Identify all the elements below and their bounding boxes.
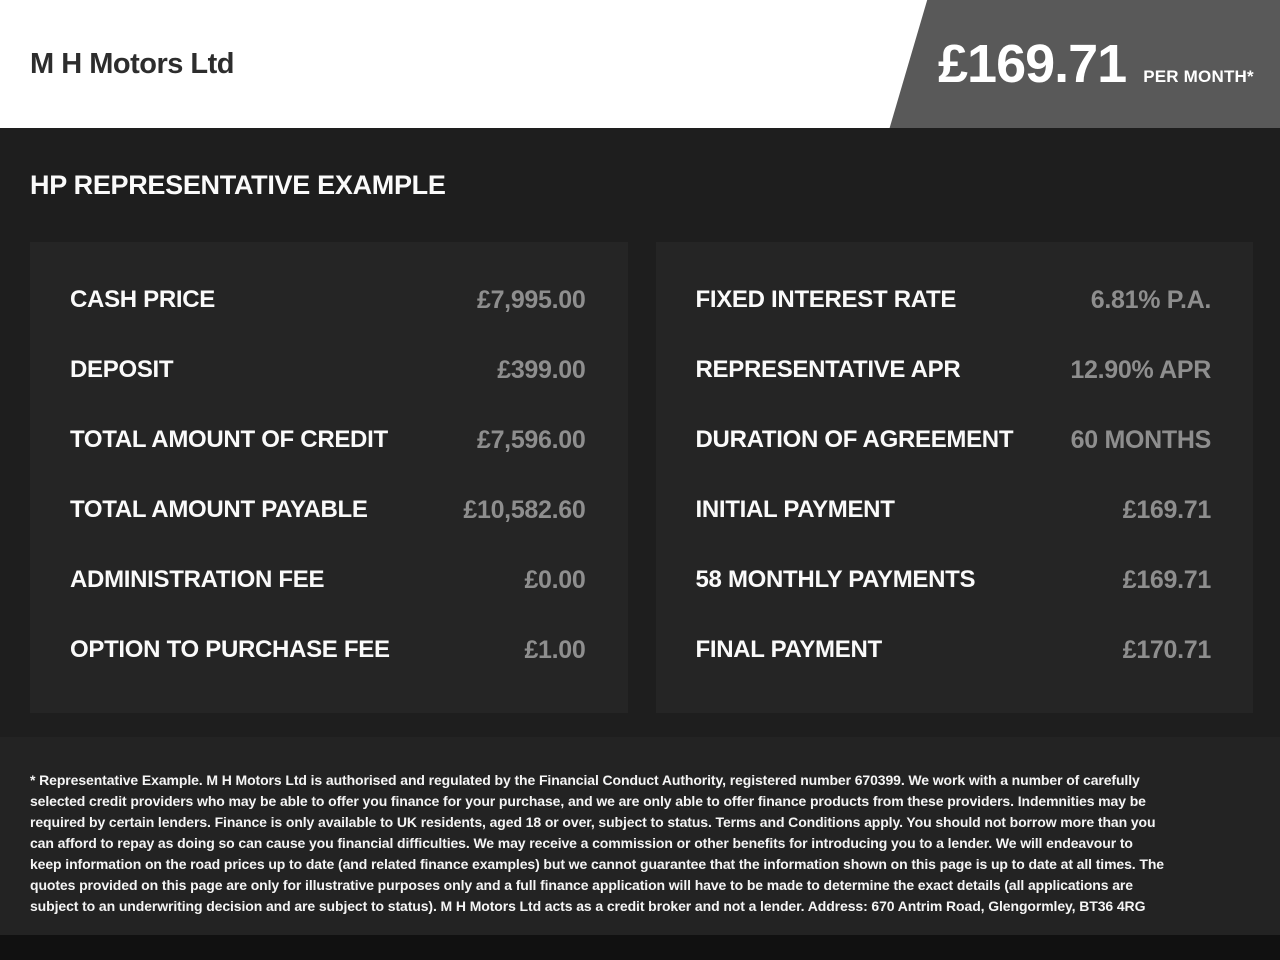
finance-panels: CASH PRICE £7,995.00 DEPOSIT £399.00 TOT… bbox=[0, 242, 1280, 713]
finance-row-value: £169.71 bbox=[1122, 495, 1212, 524]
finance-row-final-payment: FINAL PAYMENT £170.71 bbox=[696, 615, 1212, 685]
finance-row-value: £7,995.00 bbox=[476, 285, 586, 314]
finance-row-cash-price: CASH PRICE £7,995.00 bbox=[70, 265, 586, 335]
dealer-name: M H Motors Ltd bbox=[30, 47, 235, 80]
finance-panel-left: CASH PRICE £7,995.00 DEPOSIT £399.00 TOT… bbox=[30, 242, 628, 713]
finance-row-option-fee: OPTION TO PURCHASE FEE £1.00 bbox=[70, 615, 586, 685]
finance-row-label: ADMINISTRATION FEE bbox=[70, 566, 325, 593]
finance-row-value: £399.00 bbox=[497, 355, 586, 384]
finance-row-value: £170.71 bbox=[1122, 635, 1212, 664]
finance-row-value: 60 MONTHS bbox=[1070, 425, 1212, 454]
finance-row-value: 12.90% APR bbox=[1070, 355, 1211, 384]
finance-row-deposit: DEPOSIT £399.00 bbox=[70, 335, 586, 405]
finance-row-value: £1.00 bbox=[524, 635, 586, 664]
finance-row-apr: REPRESENTATIVE APR 12.90% APR bbox=[696, 335, 1212, 405]
finance-row-total-credit: TOTAL AMOUNT OF CREDIT £7,596.00 bbox=[70, 405, 586, 475]
page-title: HP REPRESENTATIVE EXAMPLE bbox=[30, 170, 446, 200]
finance-row-total-payable: TOTAL AMOUNT PAYABLE £10,582.60 bbox=[70, 475, 586, 545]
monthly-price-banner: £169.71 PER MONTH* bbox=[889, 0, 1280, 128]
finance-row-label: OPTION TO PURCHASE FEE bbox=[70, 636, 390, 663]
finance-row-value: £7,596.00 bbox=[476, 425, 586, 454]
finance-row-monthly-payments: 58 MONTHLY PAYMENTS £169.71 bbox=[696, 545, 1212, 615]
finance-panel-right: FIXED INTEREST RATE 6.81% P.A. REPRESENT… bbox=[655, 242, 1253, 713]
finance-row-admin-fee: ADMINISTRATION FEE £0.00 bbox=[70, 545, 586, 615]
finance-example-section: HP REPRESENTATIVE EXAMPLE CASH PRICE £7,… bbox=[0, 128, 1280, 737]
finance-row-interest-rate: FIXED INTEREST RATE 6.81% P.A. bbox=[696, 265, 1212, 335]
footer-strip bbox=[0, 935, 1280, 960]
finance-row-label: TOTAL AMOUNT PAYABLE bbox=[70, 496, 368, 523]
finance-row-label: FINAL PAYMENT bbox=[695, 636, 883, 663]
finance-row-label: CASH PRICE bbox=[70, 286, 216, 313]
finance-row-value: £10,582.60 bbox=[463, 495, 586, 524]
finance-row-label: FIXED INTEREST RATE bbox=[695, 286, 957, 313]
finance-row-label: REPRESENTATIVE APR bbox=[695, 356, 961, 383]
disclaimer-text: * Representative Example. M H Motors Ltd… bbox=[30, 772, 1164, 914]
finance-row-label: 58 MONTHLY PAYMENTS bbox=[695, 566, 976, 593]
finance-row-initial-payment: INITIAL PAYMENT £169.71 bbox=[696, 475, 1212, 545]
monthly-price-amount: £169.71 bbox=[938, 34, 1127, 94]
finance-row-value: £0.00 bbox=[524, 565, 586, 594]
page-header: M H Motors Ltd £169.71 PER MONTH* bbox=[0, 0, 1280, 128]
finance-row-value: 6.81% P.A. bbox=[1090, 285, 1212, 314]
finance-row-label: TOTAL AMOUNT OF CREDIT bbox=[70, 426, 388, 453]
finance-row-label: INITIAL PAYMENT bbox=[695, 496, 895, 523]
disclaimer-section: * Representative Example. M H Motors Ltd… bbox=[0, 737, 1280, 935]
finance-row-value: £169.71 bbox=[1122, 565, 1212, 594]
finance-row-duration: DURATION OF AGREEMENT 60 MONTHS bbox=[696, 405, 1212, 475]
finance-row-label: DURATION OF AGREEMENT bbox=[695, 426, 1014, 453]
monthly-price: £169.71 PER MONTH* bbox=[938, 33, 1254, 95]
finance-row-label: DEPOSIT bbox=[70, 356, 174, 383]
monthly-price-suffix: PER MONTH* bbox=[1143, 67, 1254, 86]
